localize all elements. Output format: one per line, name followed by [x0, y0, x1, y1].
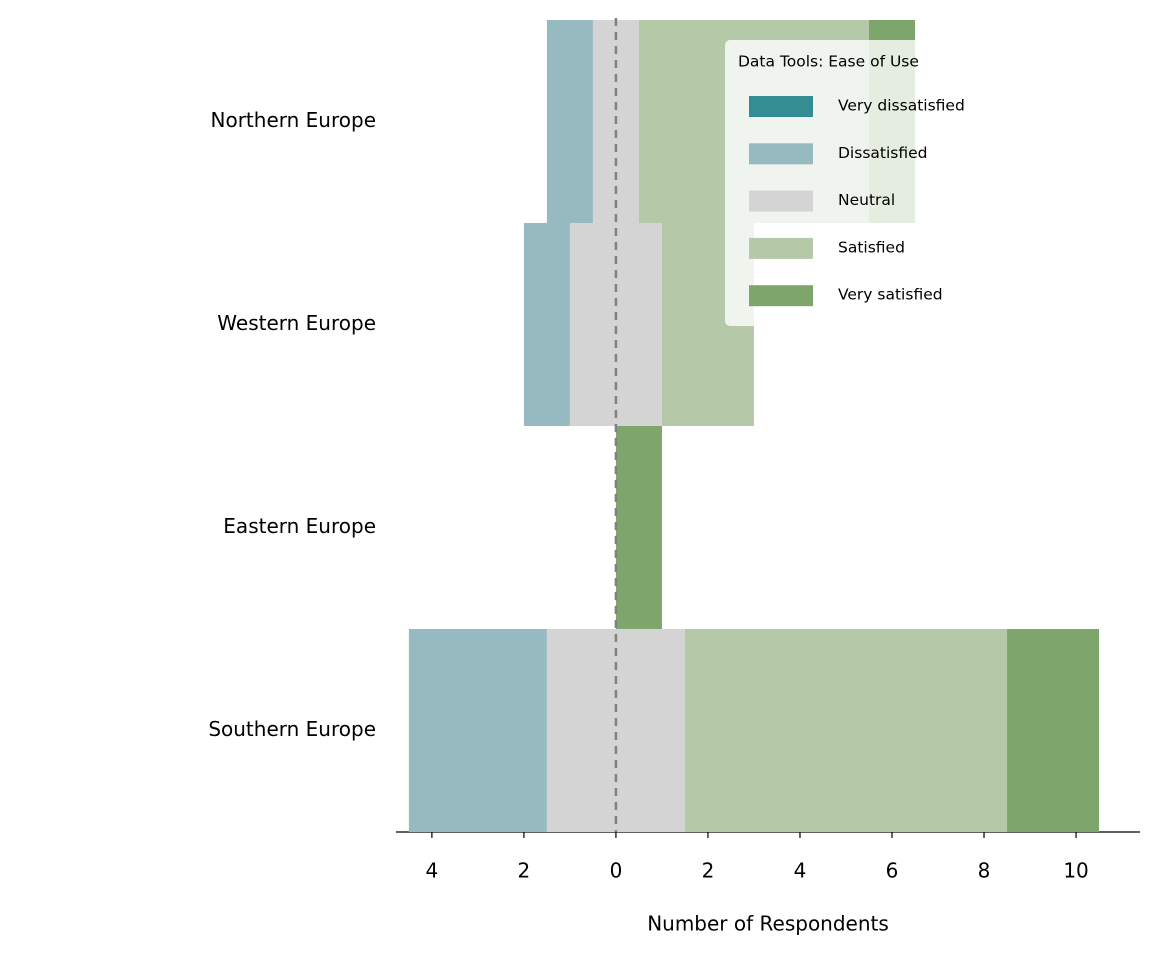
x-tick-label: 4	[426, 859, 439, 883]
legend-swatch	[749, 285, 813, 307]
legend-swatch	[749, 96, 813, 117]
legend-label: Satisfied	[838, 238, 905, 256]
x-tick-label: 2	[518, 859, 531, 883]
y-tick-label: Western Europe	[217, 311, 376, 335]
x-tick-label: 0	[610, 859, 623, 883]
legend: Data Tools: Ease of Use Very dissatisfied…	[725, 40, 1120, 326]
bar-segment	[546, 629, 685, 832]
legend-swatch	[749, 143, 813, 165]
legend-label: Very satisfied	[838, 286, 943, 304]
legend-label: Neutral	[838, 191, 895, 209]
legend-swatch	[749, 190, 813, 212]
bar-segment	[408, 629, 547, 832]
legend-title: Data Tools: Ease of Use	[738, 53, 919, 71]
bar-segment	[1007, 629, 1100, 832]
bar-segment	[523, 223, 570, 426]
legend-label: Dissatisfied	[838, 144, 928, 162]
legend-swatch	[749, 237, 813, 259]
x-tick-label: 10	[1063, 859, 1088, 883]
bar-segment	[569, 223, 662, 426]
x-tick-label: 4	[794, 859, 807, 883]
bar-segment	[684, 629, 1008, 832]
y-tick-label: Northern Europe	[211, 108, 376, 132]
legend-frame	[725, 40, 1120, 326]
y-tick-label: Southern Europe	[208, 717, 376, 741]
legend-label: Very dissatisfied	[838, 97, 965, 115]
x-axis-label: Number of Respondents	[647, 912, 889, 936]
x-tick-label: 2	[702, 859, 715, 883]
bar-segment	[546, 20, 593, 223]
x-tick-label: 8	[978, 859, 991, 883]
bar-segment	[615, 426, 662, 629]
x-tick-label: 6	[886, 859, 899, 883]
y-tick-label: Eastern Europe	[223, 514, 376, 538]
